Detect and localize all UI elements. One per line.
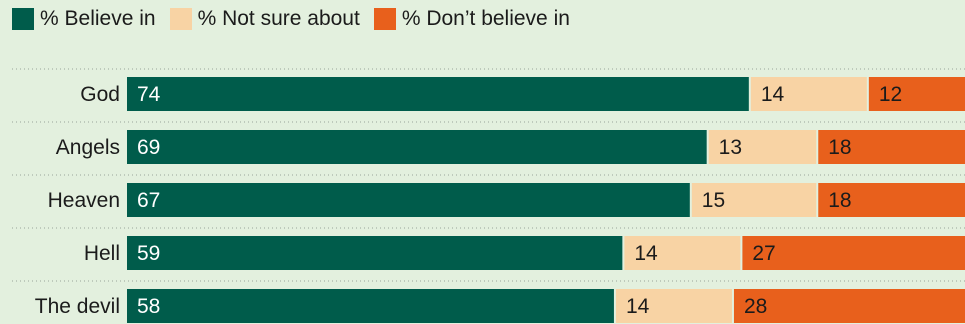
legend-item-dont-believe: % Don’t believe in [373, 7, 570, 31]
data-label-not-sure: 14 [626, 295, 650, 318]
bar-not-sure [708, 130, 817, 164]
legend-swatch-not-sure [169, 8, 192, 30]
legend-label-not-sure: % Not sure about [197, 7, 360, 30]
legend-label-dont-believe: % Don’t believe in [401, 7, 570, 30]
bar-believe [127, 130, 707, 164]
legend-swatch-believe [12, 8, 34, 30]
legend-label-believe: % Believe in [40, 7, 156, 30]
data-label-believe: 69 [137, 136, 160, 159]
bar-dont-believe [818, 183, 965, 217]
category-label: God [80, 83, 120, 106]
bar-dont-believe [733, 289, 965, 323]
data-label-believe: 67 [137, 189, 160, 212]
legend-item-believe: % Believe in [12, 7, 156, 31]
legend-swatch-dont-believe [373, 8, 396, 30]
category-label: Hell [84, 242, 120, 265]
bar-believe [127, 236, 623, 270]
bar-believe [127, 183, 690, 217]
bar-not-sure [750, 77, 867, 111]
category-label: Angels [56, 136, 120, 159]
legend: % Believe in % Not sure about % Don’t be… [12, 6, 584, 32]
data-label-believe: 58 [137, 295, 160, 318]
data-label-not-sure: 14 [634, 242, 658, 265]
data-label-believe: 74 [137, 83, 161, 106]
data-label-dont-believe: 18 [828, 136, 851, 159]
bar-not-sure [615, 289, 732, 323]
data-label-believe: 59 [137, 242, 160, 265]
category-label: The devil [35, 295, 120, 318]
data-label-not-sure: 14 [761, 83, 785, 106]
data-label-dont-believe: 18 [828, 189, 851, 212]
bar-believe [127, 289, 614, 323]
data-label-not-sure: 15 [702, 189, 725, 212]
bar-not-sure [624, 236, 741, 270]
bar-not-sure [691, 183, 817, 217]
bar-believe [127, 77, 749, 111]
legend-item-not-sure: % Not sure about [169, 7, 360, 31]
bar-dont-believe [742, 236, 965, 270]
bar-dont-believe [868, 77, 965, 111]
data-label-dont-believe: 12 [879, 83, 902, 106]
data-label-not-sure: 13 [719, 136, 742, 159]
bar-dont-believe [818, 130, 965, 164]
data-label-dont-believe: 27 [752, 242, 775, 265]
category-label: Heaven [48, 189, 120, 212]
data-label-dont-believe: 28 [744, 295, 767, 318]
